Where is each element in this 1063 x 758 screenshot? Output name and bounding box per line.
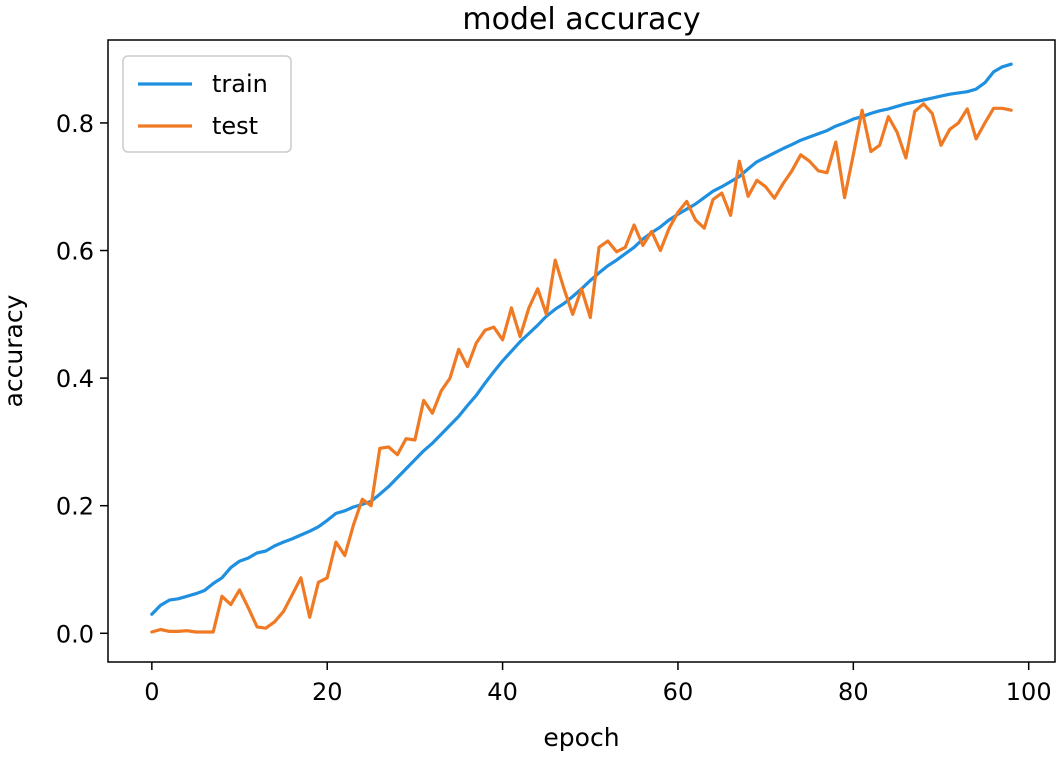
chart-title: model accuracy bbox=[462, 2, 700, 37]
plot-area-border bbox=[107, 39, 1056, 663]
y-axis-ticks: 0.0 0.2 0.4 0.6 0.8 bbox=[56, 110, 108, 648]
legend-label-train: train bbox=[212, 70, 268, 98]
legend: train test bbox=[122, 55, 292, 153]
x-axis-ticks: 0 20 40 60 80 100 bbox=[144, 662, 1052, 706]
x-tick-label: 0 bbox=[144, 678, 159, 706]
x-tick-label: 60 bbox=[663, 678, 694, 706]
series-layer bbox=[150, 62, 1013, 634]
y-tick-label: 0.4 bbox=[56, 365, 94, 393]
axes-frame bbox=[107, 39, 1056, 663]
legend-label-test: test bbox=[212, 112, 258, 140]
x-tick-label: 40 bbox=[487, 678, 518, 706]
y-axis-label: accuracy bbox=[0, 294, 28, 407]
x-axis-label: epoch bbox=[543, 723, 619, 752]
x-tick-label: 20 bbox=[312, 678, 343, 706]
y-tick-label: 0.6 bbox=[56, 238, 94, 266]
y-tick-label: 0.2 bbox=[56, 493, 94, 521]
y-tick-label: 0.8 bbox=[56, 110, 94, 138]
series-line-test bbox=[150, 102, 1013, 634]
legend-box bbox=[122, 55, 292, 153]
y-tick-label: 0.0 bbox=[56, 620, 94, 648]
x-tick-label: 80 bbox=[838, 678, 869, 706]
x-tick-label: 100 bbox=[1006, 678, 1052, 706]
